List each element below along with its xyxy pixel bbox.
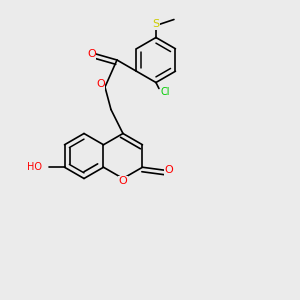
Text: HO: HO: [27, 162, 42, 172]
Text: O: O: [118, 176, 127, 187]
Text: O: O: [87, 49, 96, 59]
Text: O: O: [164, 165, 173, 175]
Text: Cl: Cl: [160, 86, 170, 97]
Text: S: S: [152, 19, 160, 29]
Text: O: O: [96, 79, 105, 89]
